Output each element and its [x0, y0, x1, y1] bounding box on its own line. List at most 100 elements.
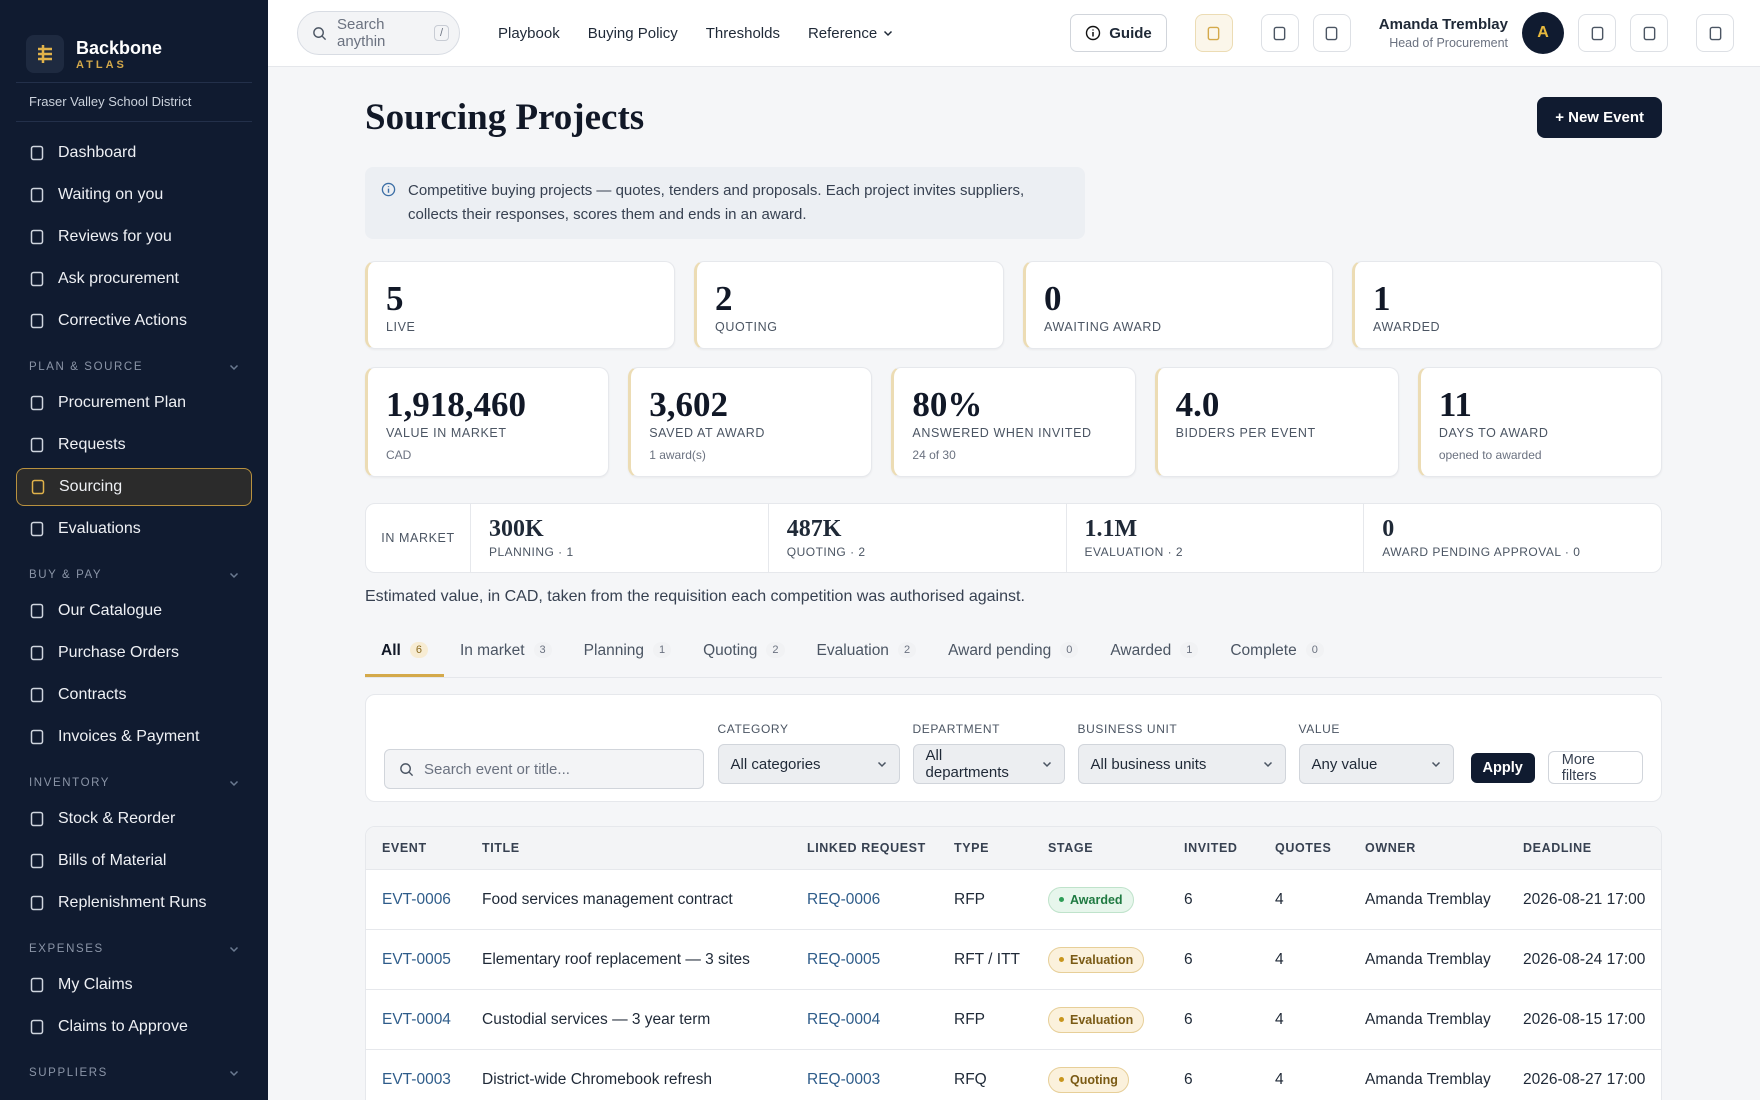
event-link[interactable]: EVT-0006 [382, 890, 451, 908]
event-link[interactable]: EVT-0003 [382, 1070, 451, 1088]
filter-bar: Search event or title... CATEGORY All cate… [365, 694, 1662, 802]
chevron [1431, 759, 1441, 769]
avatar[interactable]: A [1522, 12, 1564, 54]
tab-label: All [381, 642, 401, 659]
chevron-glyph [1431, 761, 1440, 768]
section-title: INVENTORY [29, 777, 111, 789]
nav-item[interactable]: Supplier Master [16, 1090, 252, 1100]
nav-label: Evaluations [58, 520, 141, 537]
nav-item[interactable]: Ask procurement [16, 260, 252, 298]
in-market-item-label: AWARD PENDING APPROVAL · 0 [1382, 545, 1581, 559]
icon [29, 729, 45, 745]
nav-item[interactable]: Sourcing [16, 468, 252, 506]
section-header[interactable]: INVENTORY [16, 770, 252, 796]
icon-glyph [31, 479, 45, 495]
cell-text: 4 [1275, 950, 1284, 968]
icon [29, 271, 45, 287]
icon-glyph [1273, 26, 1286, 40]
request-link[interactable]: REQ-0003 [807, 1070, 881, 1088]
table-row[interactable]: EVT-0005 Elementary roof replacement — 3 … [366, 930, 1661, 990]
table-cell: 6 [1184, 1011, 1275, 1029]
nav-item[interactable]: Stock & Reorder [16, 800, 252, 838]
cell-text: Amanda Tremblay [1365, 1010, 1491, 1028]
filter-dropdown[interactable]: All categories [717, 744, 900, 784]
stat-label: BIDDERS PER EVENT [1175, 426, 1316, 440]
nav-item[interactable]: Requests [16, 426, 252, 464]
request-link[interactable]: REQ-0005 [807, 950, 881, 968]
section-header[interactable]: SUPPLIERS [16, 1060, 252, 1086]
request-link[interactable]: REQ-0006 [807, 890, 881, 908]
tab[interactable]: Evaluation 2 [801, 634, 933, 677]
nav-item[interactable]: Purchase Orders [16, 634, 252, 672]
nav-item[interactable]: Bills of Material [16, 842, 252, 880]
icon-button[interactable] [1696, 14, 1734, 52]
event-link[interactable]: EVT-0005 [382, 950, 451, 968]
request-link[interactable]: REQ-0004 [807, 1010, 881, 1028]
column-header: QUOTES [1275, 841, 1332, 855]
guide-button[interactable]: Guide [1070, 14, 1167, 52]
section-header[interactable]: PLAN & SOURCE [16, 354, 252, 380]
icon-glyph [30, 853, 44, 869]
nav-item[interactable]: Dashboard [16, 134, 252, 172]
icon-button[interactable] [1630, 14, 1668, 52]
tab[interactable]: Awarded 1 [1094, 634, 1214, 677]
new-event-button[interactable]: + New Event [1537, 96, 1662, 138]
chevron [883, 28, 893, 38]
nav-item[interactable]: Waiting on you [16, 176, 252, 214]
tab[interactable]: Planning 1 [568, 634, 687, 677]
table-cell: 4 [1275, 891, 1365, 909]
nav-item[interactable]: Evaluations [16, 510, 252, 548]
nav-item[interactable]: Corrective Actions [16, 302, 252, 340]
nav-item[interactable]: Our Catalogue [16, 592, 252, 630]
nav-item[interactable]: Replenishment Runs [16, 884, 252, 922]
nav-item[interactable]: Procurement Plan [16, 384, 252, 422]
info-text: Competitive buying projects — quotes, te… [408, 182, 1025, 223]
more-filters-button[interactable]: More filters [1547, 751, 1643, 784]
apply-button[interactable]: Apply [1470, 753, 1535, 783]
icon [1590, 26, 1605, 41]
filter-dropdown[interactable]: Any value [1298, 744, 1454, 784]
tab-label: Complete [1230, 642, 1297, 659]
table-row[interactable]: EVT-0004 Custodial services — 3 year term… [366, 990, 1661, 1050]
icon-button[interactable] [1194, 14, 1233, 52]
icon-button[interactable] [1312, 14, 1351, 52]
icon-button[interactable] [1260, 14, 1299, 52]
chevron-glyph [229, 1070, 239, 1077]
top-link[interactable]: Playbook [498, 25, 560, 42]
filter-dropdown[interactable]: All business units [1077, 744, 1286, 784]
chevron [877, 759, 887, 769]
tab[interactable]: Award pending 0 [932, 634, 1094, 677]
filter-dropdown[interactable]: All departments [912, 744, 1065, 784]
in-market-value: 487K [786, 516, 842, 542]
stat-card: 0 AWAITING AWARD [1023, 261, 1333, 349]
user-info: Amanda Tremblay Head of Procurement [1379, 16, 1508, 50]
nav-item[interactable]: Claims to Approve [16, 1008, 252, 1046]
nav-item[interactable]: Reviews for you [16, 218, 252, 256]
tab[interactable]: In market 3 [444, 634, 568, 677]
nav-item[interactable]: Contracts [16, 676, 252, 714]
top-link[interactable]: Reference [808, 25, 893, 42]
section-header[interactable]: EXPENSES [16, 936, 252, 962]
top-link[interactable]: Buying Policy [588, 25, 678, 42]
tab[interactable]: Quoting 2 [687, 634, 800, 677]
table-row[interactable]: EVT-0003 District-wide Chromebook refresh… [366, 1050, 1661, 1100]
table-cell: Evaluation [1048, 1006, 1184, 1033]
sidebar: Backbone ATLAS Fraser Valley School Distri… [0, 0, 268, 1100]
chevron-glyph [229, 946, 239, 953]
nav-label: Replenishment Runs [58, 894, 207, 911]
filter-search[interactable]: Search event or title... [384, 749, 704, 789]
tab[interactable]: All 6 [365, 634, 444, 677]
global-search[interactable]: Search anythin / [297, 11, 460, 55]
event-link[interactable]: EVT-0004 [382, 1010, 451, 1028]
table-row[interactable]: EVT-0006 Food services management contrac… [366, 870, 1661, 930]
icon [29, 1019, 45, 1035]
nav-item[interactable]: My Claims [16, 966, 252, 1004]
user-role: Head of Procurement [1389, 36, 1508, 50]
section-header[interactable]: BUY & PAY [16, 562, 252, 588]
icon-button[interactable] [1578, 14, 1616, 52]
top-link[interactable]: Thresholds [706, 25, 780, 42]
nav-item[interactable]: Invoices & Payment [16, 718, 252, 756]
tab[interactable]: Complete 0 [1214, 634, 1339, 677]
table-cell: Amanda Tremblay [1365, 891, 1523, 909]
